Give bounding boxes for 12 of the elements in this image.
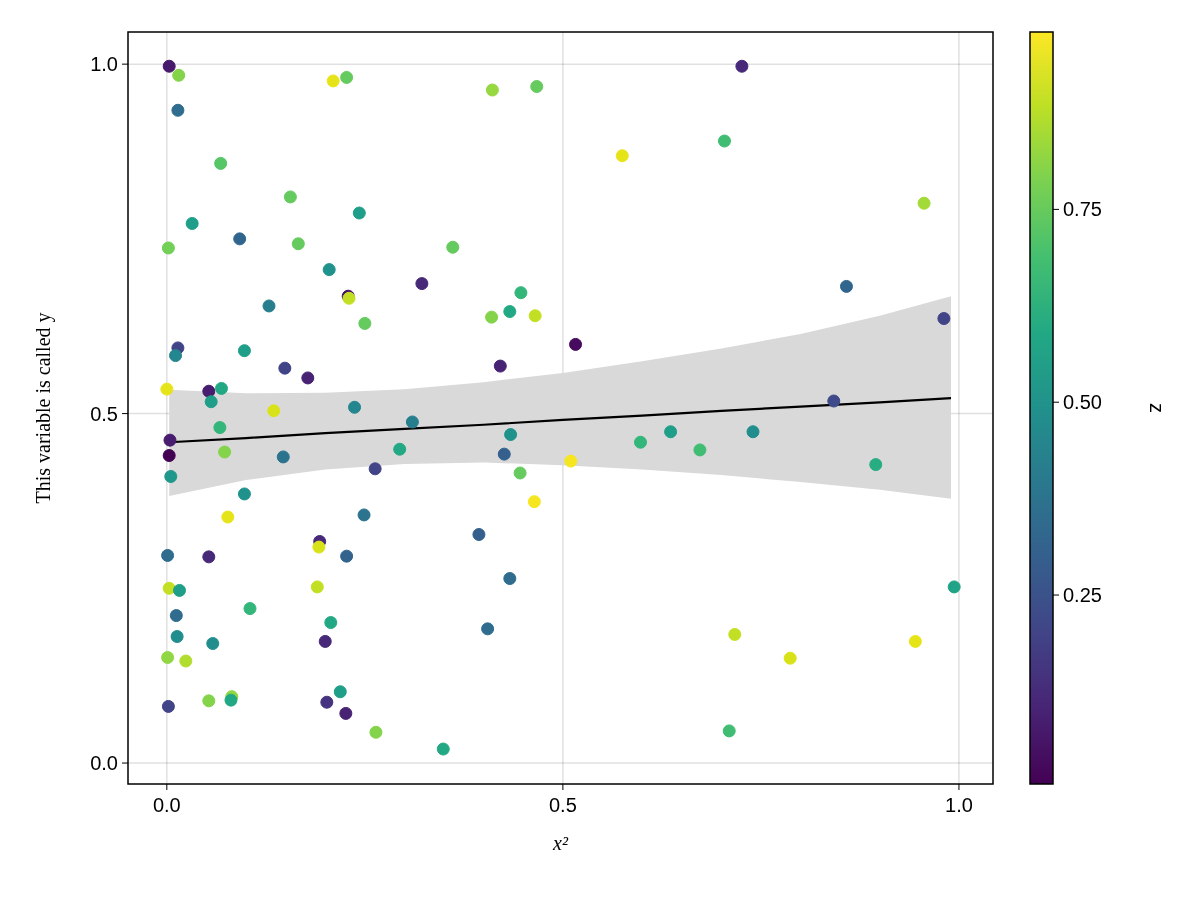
y-axis-title: This variable is called y — [32, 312, 55, 504]
color-bar-label: 0.25 — [1063, 584, 1102, 607]
y-tick-label: 0.0 — [90, 752, 118, 775]
color-bar-title: z — [1146, 403, 1168, 413]
y-tick-label: 0.5 — [90, 402, 118, 425]
x-axis-title: x² — [552, 832, 569, 854]
x-tick-label: 0.0 — [152, 794, 181, 816]
x-tick-label: 1.0 — [945, 794, 973, 816]
x-tick-label: 0.5 — [548, 794, 577, 816]
color-bar-label: 0.50 — [1063, 391, 1102, 414]
y-tick-label: 1.0 — [90, 53, 118, 76]
color-bar-label: 0.75 — [1063, 198, 1102, 221]
